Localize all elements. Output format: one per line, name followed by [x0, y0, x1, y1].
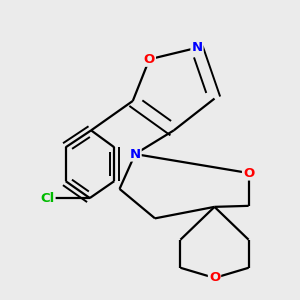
Text: O: O: [209, 272, 220, 284]
Text: N: N: [191, 41, 203, 54]
Text: O: O: [243, 167, 254, 179]
Text: Cl: Cl: [40, 192, 55, 205]
Text: N: N: [130, 148, 141, 160]
Text: O: O: [144, 53, 155, 66]
